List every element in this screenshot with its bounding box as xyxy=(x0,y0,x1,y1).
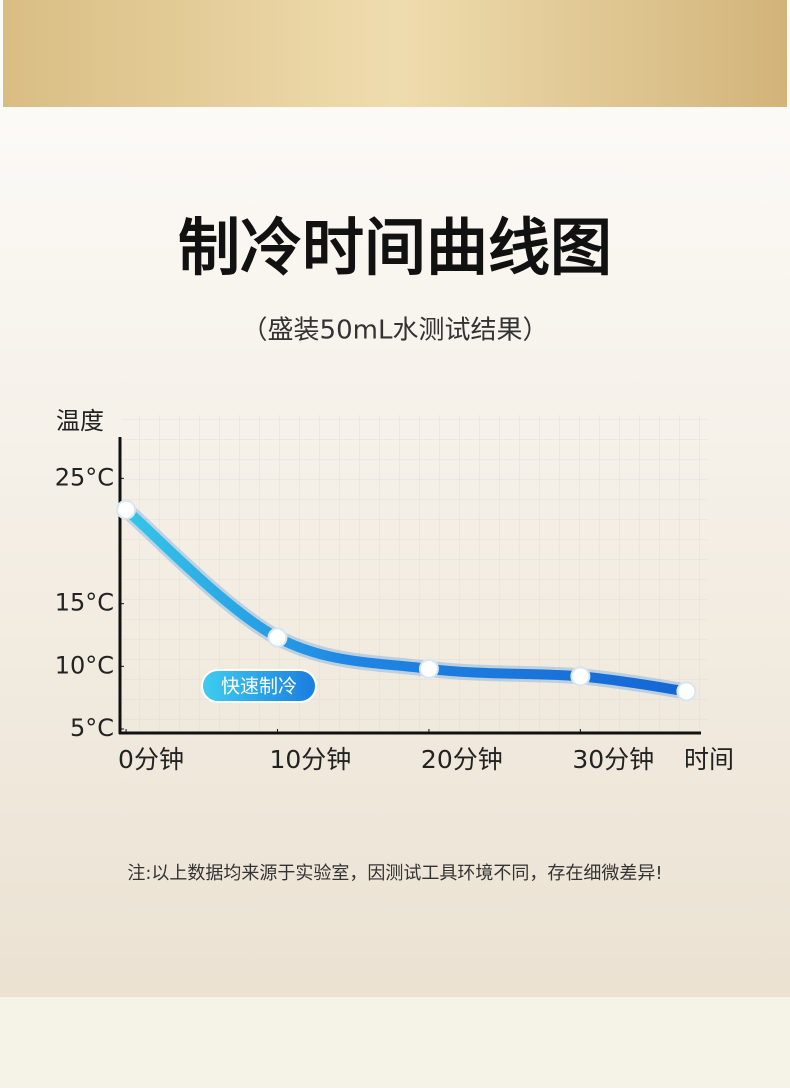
x-axis-label: 时间 xyxy=(684,745,734,774)
x-tick-label: 0分钟 xyxy=(118,745,184,774)
subtitle: （盛装50mL水测试结果） xyxy=(242,316,549,346)
x-tick-label: 30分钟 xyxy=(572,745,654,774)
point xyxy=(418,658,439,679)
chart-title: 制冷时间曲线图 xyxy=(178,211,612,284)
y-tick-label: 25°C xyxy=(55,463,114,491)
y-tick-label: 5°C xyxy=(70,714,114,742)
note: 注:以上数据均来源于实验室，因测试工具环境不同，存在细微差异! xyxy=(127,863,662,884)
y-tick-label: 15°C xyxy=(55,589,114,617)
point xyxy=(116,499,137,520)
annotation: 快速制冷 xyxy=(221,676,297,698)
point xyxy=(267,627,288,648)
point xyxy=(570,666,591,687)
annotation-badge xyxy=(201,669,317,703)
line xyxy=(121,504,692,697)
top-banner xyxy=(3,0,787,107)
y-tick-label: 10°C xyxy=(55,651,114,679)
x-tick-label: 10分钟 xyxy=(269,745,351,774)
y-axis-label: 温度 xyxy=(56,407,104,435)
point xyxy=(676,681,697,702)
x-tick-label: 20分钟 xyxy=(421,745,503,774)
bottom-band xyxy=(0,997,790,1088)
